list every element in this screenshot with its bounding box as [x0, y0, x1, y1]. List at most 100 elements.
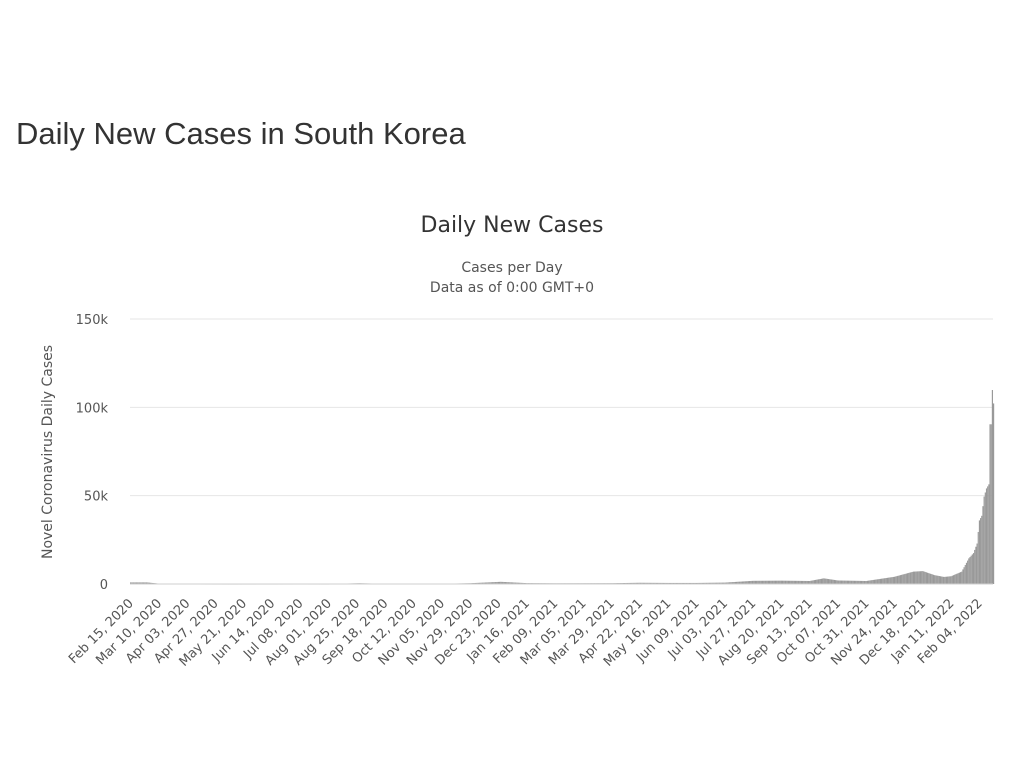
- y-tick-label: 0: [100, 578, 108, 593]
- bar: [793, 580, 795, 584]
- bar: [902, 574, 904, 584]
- bar: [845, 580, 847, 584]
- bar: [503, 581, 505, 584]
- bar: [789, 580, 791, 584]
- bar: [816, 579, 818, 584]
- bar: [738, 581, 740, 584]
- bar: [737, 581, 739, 584]
- bar: [499, 581, 501, 584]
- bar: [899, 575, 902, 584]
- bar: [480, 582, 482, 584]
- bar: [478, 582, 481, 584]
- bar: [977, 531, 979, 584]
- bar: [740, 581, 742, 584]
- bar: [842, 580, 844, 584]
- bar: [778, 580, 780, 584]
- bar: [638, 582, 640, 584]
- bar: [493, 582, 495, 584]
- bar: [522, 582, 524, 584]
- bar: [971, 554, 973, 584]
- bar: [943, 576, 945, 584]
- bar: [868, 580, 870, 584]
- bar: [702, 582, 705, 584]
- bar: [807, 580, 810, 584]
- bar: [509, 582, 511, 584]
- bar: [888, 577, 890, 584]
- bar: [904, 573, 906, 584]
- bar: [140, 582, 142, 584]
- bar: [632, 582, 634, 584]
- y-axis-title: Novel Coronavirus Daily Cases: [40, 345, 56, 559]
- bar: [687, 582, 689, 584]
- bar: [844, 580, 846, 584]
- bar: [506, 582, 508, 584]
- bar: [669, 582, 672, 584]
- bar: [957, 573, 959, 584]
- bar: [723, 582, 725, 584]
- bar: [787, 580, 790, 584]
- bar: [930, 573, 932, 584]
- bar: [823, 578, 825, 584]
- bar: [521, 582, 523, 584]
- bar: [912, 571, 915, 584]
- bar: [959, 572, 962, 584]
- bar: [718, 582, 720, 584]
- bar: [987, 486, 989, 584]
- bar: [708, 582, 711, 584]
- bar: [935, 575, 937, 584]
- bar: [142, 582, 145, 584]
- bar: [889, 577, 891, 584]
- bar: [840, 580, 843, 584]
- bar: [694, 582, 696, 584]
- bar: [798, 580, 800, 584]
- bar: [768, 580, 771, 584]
- bar: [965, 562, 968, 584]
- bar: [690, 582, 692, 584]
- bar: [909, 572, 911, 584]
- bar: [745, 581, 747, 584]
- bar: [883, 578, 885, 584]
- bar: [873, 579, 876, 584]
- bar: [520, 582, 522, 584]
- bar: [144, 582, 146, 584]
- bar: [629, 582, 632, 584]
- bar: [825, 578, 827, 584]
- bar: [857, 580, 859, 584]
- bar: [783, 580, 785, 584]
- bar: [974, 549, 976, 584]
- bar: [774, 580, 777, 584]
- bar: [739, 581, 741, 584]
- bar: [651, 582, 653, 584]
- bar: [662, 582, 665, 584]
- bar: [779, 580, 781, 584]
- bar: [648, 582, 650, 584]
- bar: [750, 580, 752, 584]
- bar: [698, 582, 700, 584]
- bar: [980, 518, 982, 584]
- bar: [981, 515, 983, 584]
- bar: [705, 582, 707, 584]
- bar: [952, 575, 955, 584]
- bar: [502, 581, 504, 584]
- bar: [700, 582, 702, 584]
- bar: [741, 581, 744, 584]
- bar: [929, 573, 931, 584]
- bar: [835, 580, 837, 584]
- bar: [969, 557, 971, 584]
- bar: [514, 582, 516, 584]
- bar: [862, 580, 864, 584]
- page-title: Daily New Cases in South Korea: [16, 116, 466, 151]
- bar: [756, 580, 758, 584]
- bar: [982, 506, 984, 584]
- bar: [931, 574, 933, 584]
- bar: [877, 579, 879, 584]
- bar: [851, 580, 853, 584]
- bar: [523, 582, 525, 584]
- bar: [915, 571, 917, 584]
- bar: [646, 582, 648, 584]
- bar: [135, 582, 138, 584]
- bar: [972, 553, 975, 584]
- bar: [665, 582, 667, 584]
- bar: [772, 580, 774, 584]
